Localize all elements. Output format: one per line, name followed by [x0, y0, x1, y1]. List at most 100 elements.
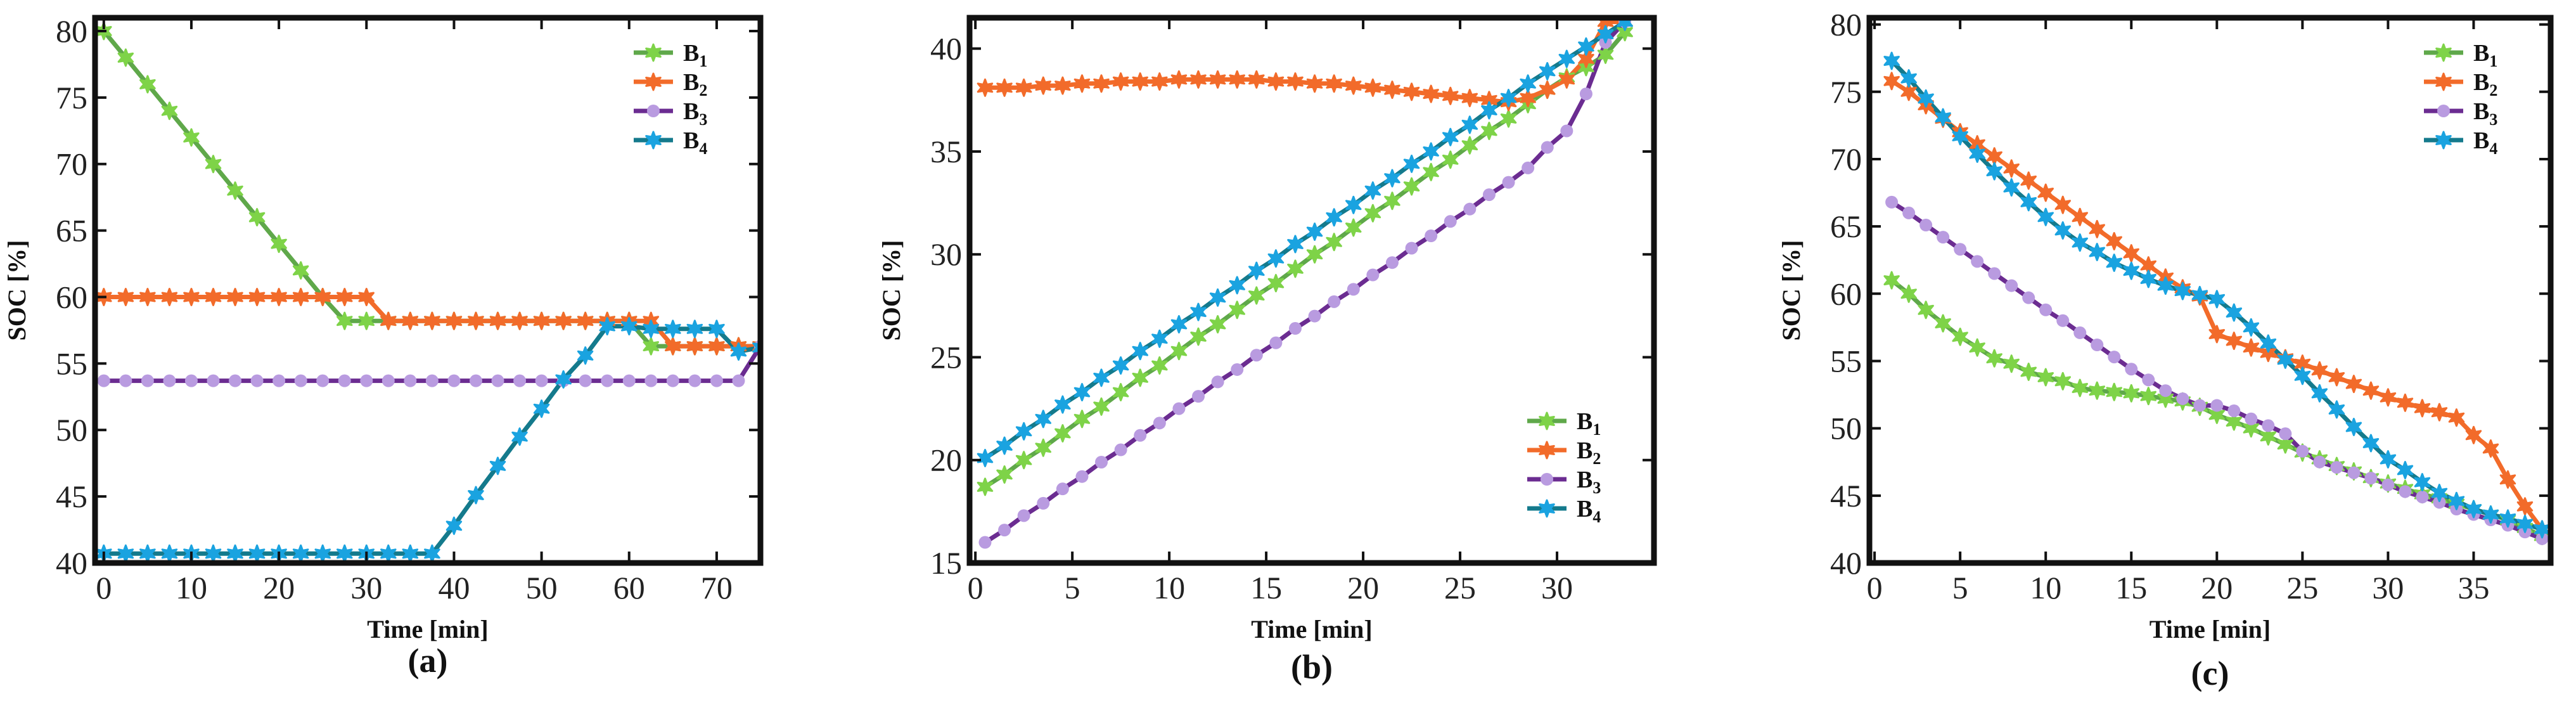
data-point-b4 [686, 320, 703, 339]
data-point-b3 [666, 374, 679, 387]
data-point-b3 [1971, 255, 1984, 268]
data-point-b2 [2072, 207, 2088, 226]
x-tick-label: 20 [263, 570, 295, 605]
data-point-b4 [1093, 368, 1110, 387]
data-point-b1 [1073, 410, 1091, 429]
data-point-b3 [601, 374, 614, 387]
data-point-b4 [599, 317, 615, 336]
data-point-b1 [161, 101, 178, 120]
data-point-b3 [1579, 87, 1592, 101]
data-point-b2 [1306, 74, 1323, 93]
data-point-b2 [1151, 72, 1168, 91]
data-point-b1 [358, 311, 375, 330]
data-point-b3 [644, 374, 658, 387]
x-tick-label: 40 [438, 570, 470, 605]
data-point-b3 [2193, 399, 2207, 412]
data-point-b4 [2414, 473, 2431, 492]
data-point-b4 [2106, 254, 2122, 272]
data-point-b4 [2328, 400, 2345, 419]
data-point-b1 [2277, 435, 2294, 454]
y-tick-label: 50 [1830, 411, 1862, 446]
data-point-b3 [1288, 322, 1302, 335]
data-point-b1 [1384, 191, 1400, 210]
data-point-b1 [1151, 356, 1168, 375]
x-tick-label: 30 [1541, 570, 1573, 605]
y-tick-label: 40 [1830, 545, 1862, 581]
data-point-b4 [1170, 315, 1188, 333]
data-point-b4 [1461, 115, 1478, 134]
data-point-b3 [1056, 482, 1069, 496]
data-point-b2 [2362, 381, 2380, 400]
data-point-b3 [1425, 229, 1438, 242]
series-line-b2 [983, 20, 1627, 105]
data-point-b3 [2296, 444, 2309, 458]
data-point-b4 [2311, 384, 2328, 403]
data-point-b3 [1037, 496, 1050, 510]
legend-marker-b3 [2437, 105, 2450, 117]
data-point-b2 [2465, 425, 2482, 444]
x-tick-label: 0 [1867, 570, 1883, 605]
data-point-b3 [316, 374, 330, 387]
data-point-b4 [2294, 366, 2311, 385]
data-point-b2 [2499, 470, 2516, 489]
data-point-b3 [1463, 202, 1477, 216]
data-point-b4 [2431, 484, 2448, 503]
y-tick-label: 25 [930, 339, 962, 375]
data-point-b3 [1328, 295, 1341, 308]
data-point-b4 [511, 427, 528, 446]
data-point-b3 [1560, 124, 1573, 138]
data-point-b1 [2106, 382, 2122, 401]
data-point-b3 [338, 374, 351, 387]
data-point-b3 [535, 374, 548, 387]
data-point-b2 [1035, 76, 1051, 95]
data-point-b4 [2345, 418, 2362, 436]
data-point-b3 [1075, 470, 1089, 483]
x-tick-label: 0 [96, 570, 112, 605]
data-point-b2 [2037, 183, 2054, 202]
x-tick-label: 20 [2201, 570, 2233, 605]
data-point-b1 [1918, 300, 1934, 320]
data-point-b1 [1306, 245, 1323, 264]
data-point-b4 [643, 320, 660, 339]
data-point-b3 [2535, 532, 2549, 545]
data-point-b3 [1541, 141, 1554, 154]
data-point-b3 [710, 374, 723, 387]
y-tick-label: 40 [56, 545, 87, 581]
data-point-b3 [2005, 279, 2018, 292]
data-point-b4 [1935, 108, 1951, 127]
data-point-b1 [2072, 378, 2088, 397]
data-point-b3 [1988, 267, 2001, 280]
data-point-b2 [292, 288, 309, 306]
data-point-b4 [1952, 127, 1968, 146]
data-point-b3 [2330, 461, 2343, 474]
y-tick-label: 55 [1830, 343, 1862, 378]
data-point-b3 [2262, 419, 2275, 432]
data-point-b3 [141, 374, 154, 387]
y-tick-label: 75 [1830, 74, 1862, 110]
data-point-b1 [117, 48, 134, 67]
data-point-b1 [1112, 383, 1129, 402]
data-point-b1 [1423, 162, 1439, 181]
data-point-b2 [1287, 72, 1304, 91]
data-point-b2 [402, 311, 419, 330]
data-point-b4 [1403, 154, 1420, 173]
data-point-b3 [2142, 373, 2155, 387]
data-point-b4 [555, 370, 572, 389]
data-point-b2 [1170, 70, 1188, 89]
data-point-b1 [248, 208, 266, 227]
series-markers-b4 [977, 18, 1633, 467]
data-point-b3 [1172, 402, 1186, 415]
data-point-b1 [2208, 405, 2226, 424]
data-point-b1 [1986, 349, 2002, 368]
chart-panel-2: 0 5 10 15 20 25 30 15 20 25 30 35 40 Time [min] SOC [%… [877, 15, 1657, 686]
y-tick-label: 45 [56, 479, 87, 514]
data-point-b3 [2416, 490, 2429, 503]
data-point-b4 [1520, 74, 1536, 93]
data-point-b4 [1073, 383, 1091, 402]
x-tick-label: 30 [2372, 570, 2404, 605]
data-point-b2 [2414, 399, 2431, 418]
x-tick-label: 0 [968, 570, 984, 605]
data-point-b4 [468, 486, 484, 505]
